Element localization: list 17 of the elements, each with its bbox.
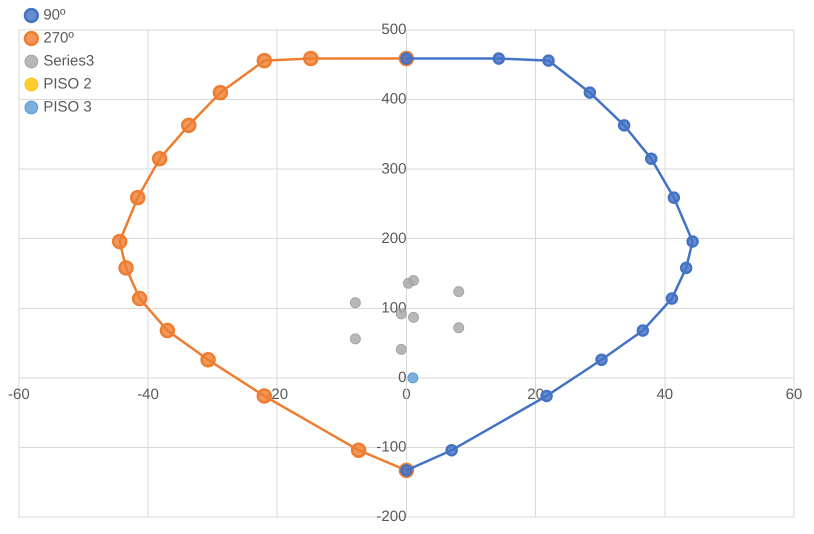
legend-label: PISO 3 [43,98,92,116]
x-tick-label: -60 [8,386,30,403]
y-tick-label: 300 [381,160,406,178]
y-tick-label: 400 [381,90,406,108]
y-tick-label: 100 [381,299,406,316]
legend-label: PISO 2 [43,76,92,93]
legend-label: 90º [43,6,66,24]
y-tick-label: -200 [376,508,406,526]
legend-label: 270º [43,30,74,47]
x-tick-label: 40 [656,386,674,403]
y-tick-label: -100 [376,438,406,456]
y-tick-label: 500 [381,21,406,38]
legend-label: Series3 [43,52,94,70]
x-tick-label: 60 [786,386,802,403]
x-tick-label: -40 [137,386,159,403]
y-tick-label: 200 [381,230,406,247]
y-tick-label: 0 [398,369,406,386]
